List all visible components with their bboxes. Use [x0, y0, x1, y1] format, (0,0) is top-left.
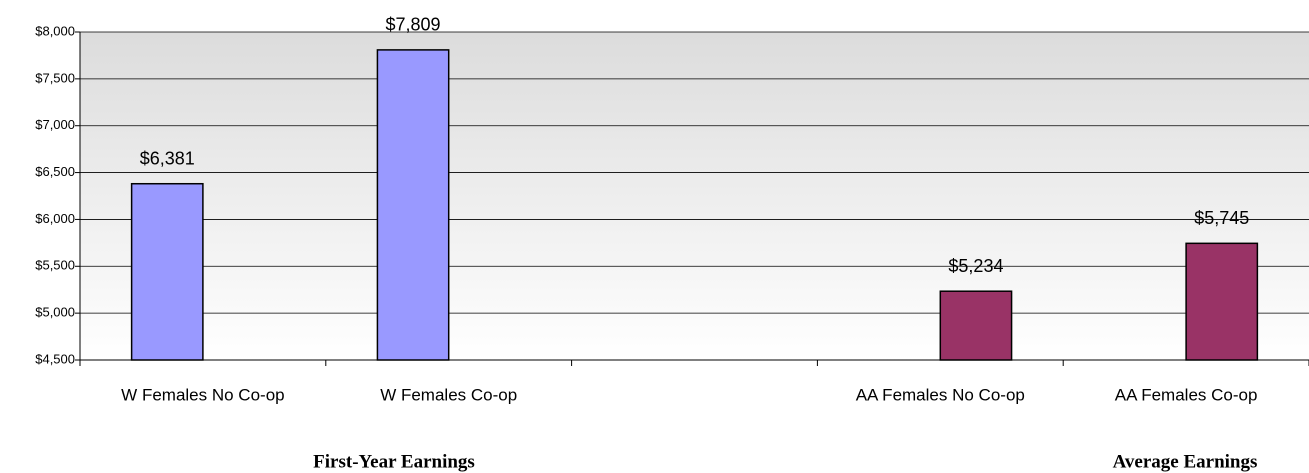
annotation: First-Year Earnings: [313, 451, 475, 472]
y-tick-label: $7,000: [35, 117, 75, 132]
value-label: $5,234: [948, 256, 1003, 276]
x-tick-label: W Females Co-op: [380, 385, 517, 404]
bar: [130, 182, 204, 361]
value-label: $6,381: [140, 148, 195, 168]
value-label: $5,745: [1194, 208, 1249, 228]
y-tick-label: $6,000: [35, 211, 75, 226]
bar: [376, 49, 450, 361]
y-tick-label: $5,000: [35, 305, 75, 320]
annotation: Average Earnings: [1113, 451, 1258, 472]
x-tick-label: AA Females No Co-op: [856, 385, 1025, 404]
x-tick-label: W Females No Co-op: [121, 385, 284, 404]
value-label: $7,809: [386, 15, 441, 35]
y-tick-label: $8,000: [35, 23, 75, 38]
bar: [1185, 242, 1259, 361]
x-tick-label: AA Females Co-op: [1115, 385, 1258, 404]
y-tick-label: $5,500: [35, 258, 75, 273]
y-tick-label: $6,500: [35, 164, 75, 179]
bar: [939, 290, 1013, 361]
plot-area: [80, 32, 1309, 360]
y-tick-label: $7,500: [35, 70, 75, 85]
y-tick-label: $4,500: [35, 351, 75, 366]
